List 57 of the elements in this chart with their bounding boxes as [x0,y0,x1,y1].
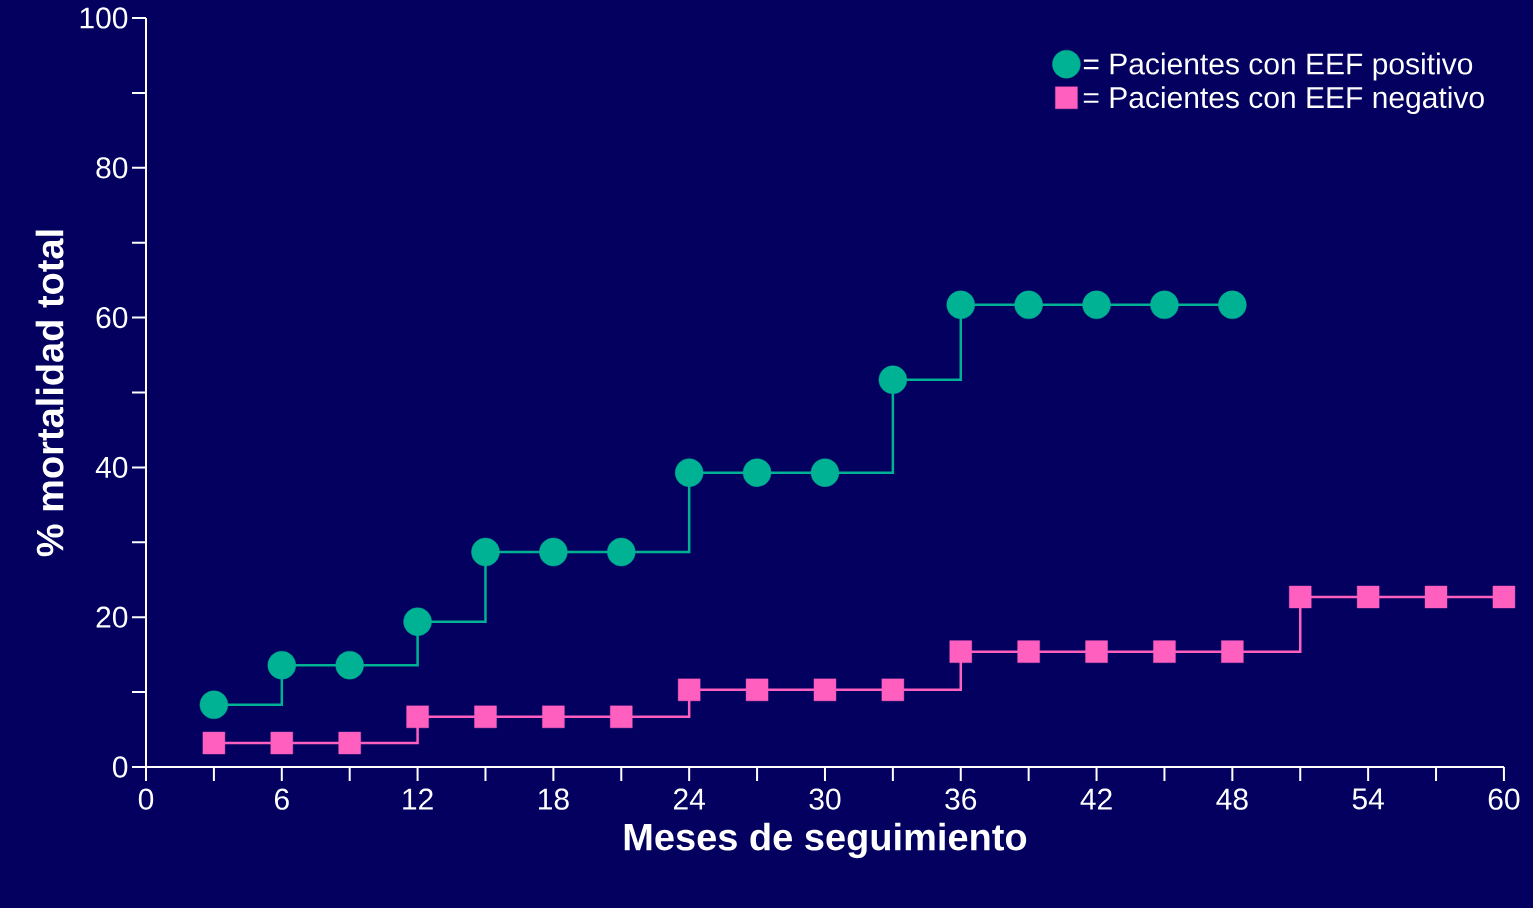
y-tick-label: 60 [96,306,128,329]
point [1150,290,1179,320]
point [270,731,293,755]
x-tick-label: 30 [809,788,841,810]
point [199,690,229,720]
x-tick-label: 24 [673,788,705,810]
point [542,705,565,729]
point [539,537,568,567]
y-tick-label: 40 [95,456,128,479]
y-axis-title: % mortalidad total [35,230,64,557]
point [1017,640,1040,663]
point [335,650,364,680]
point [1014,290,1043,320]
point [406,705,429,729]
point [1085,640,1108,663]
point [1356,585,1380,609]
y-tick-label: 100 [80,7,128,29]
point [1492,585,1516,609]
x-tick-label: 60 [1488,788,1520,810]
legend-label: = Pacientes con EEF positivo [1083,52,1473,81]
point [878,365,908,394]
point [1218,290,1247,320]
x-tick-label: 0 [138,788,154,810]
point [949,640,972,663]
point [403,607,432,636]
point [267,650,296,680]
x-tick-label: 42 [1080,788,1112,810]
point [202,731,226,755]
x-axis-title: Meses de seguimiento [624,822,1027,859]
x-tick-label: 18 [538,788,569,810]
x-tick-label: 6 [274,788,289,810]
legend-label: = Pacientes con EEF negativo [1083,86,1484,115]
point [742,458,772,487]
x-tick-label: 54 [1352,788,1384,810]
point [1082,290,1111,320]
point [1289,585,1312,609]
point [607,537,636,567]
point [471,537,500,567]
point [474,705,497,729]
y-tick-label: 80 [96,157,128,179]
x-tick-label: 48 [1216,788,1248,810]
point [745,678,769,702]
x-tick-label: 36 [945,788,977,810]
point [677,678,701,702]
point [1153,640,1176,663]
y-tick-label: 0 [112,756,128,778]
y-tick-label: 20 [96,606,128,628]
point [810,458,840,487]
point [1424,585,1448,609]
point [1221,640,1244,663]
point [610,705,633,729]
point [674,458,704,487]
point [881,678,905,702]
x-tick-label: 12 [403,788,433,810]
point [946,290,975,320]
point [338,731,361,755]
point [813,678,837,702]
